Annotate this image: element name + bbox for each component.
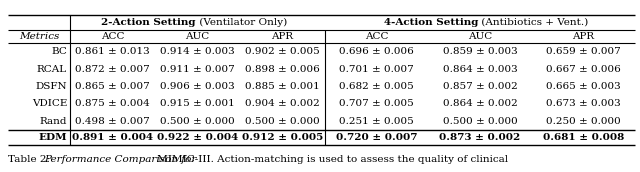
Text: 0.681 ± 0.008: 0.681 ± 0.008 [543,133,624,142]
Text: 0.500 ± 0.000: 0.500 ± 0.000 [245,117,320,126]
Text: 0.701 ± 0.007: 0.701 ± 0.007 [339,65,414,74]
Text: 0.911 ± 0.007: 0.911 ± 0.007 [160,65,235,74]
Text: ACC: ACC [100,32,124,41]
Text: 0.915 ± 0.001: 0.915 ± 0.001 [160,99,235,108]
Text: ACC: ACC [365,32,388,41]
Text: BC: BC [51,47,67,56]
Text: 0.864 ± 0.003: 0.864 ± 0.003 [443,65,517,74]
Text: 0.902 ± 0.005: 0.902 ± 0.005 [245,47,320,56]
Text: 0.667 ± 0.006: 0.667 ± 0.006 [546,65,621,74]
Text: 0.914 ± 0.003: 0.914 ± 0.003 [160,47,235,56]
Text: 0.875 ± 0.004: 0.875 ± 0.004 [75,99,150,108]
Text: VDICE: VDICE [31,99,67,108]
Text: 0.885 ± 0.001: 0.885 ± 0.001 [245,82,320,91]
Text: EDM: EDM [38,133,67,142]
Text: 0.682 ± 0.005: 0.682 ± 0.005 [339,82,414,91]
Text: 0.696 ± 0.006: 0.696 ± 0.006 [339,47,414,56]
Text: MIMIC-III. Action-matching is used to assess the quality of clinical: MIMIC-III. Action-matching is used to as… [154,155,508,164]
Text: 0.251 ± 0.005: 0.251 ± 0.005 [339,117,414,126]
Text: 0.720 ± 0.007: 0.720 ± 0.007 [336,133,417,142]
Text: Table 2:: Table 2: [8,155,53,164]
Text: 0.872 ± 0.007: 0.872 ± 0.007 [75,65,150,74]
Text: Rand: Rand [40,117,67,126]
Text: 0.673 ± 0.003: 0.673 ± 0.003 [546,99,621,108]
Text: 0.922 ± 0.004: 0.922 ± 0.004 [157,133,238,142]
Text: RCAL: RCAL [37,65,67,74]
Text: Performance Comparison for: Performance Comparison for [44,155,196,164]
Text: 0.859 ± 0.003: 0.859 ± 0.003 [443,47,517,56]
Text: 0.906 ± 0.003: 0.906 ± 0.003 [160,82,235,91]
Text: 0.500 ± 0.000: 0.500 ± 0.000 [443,117,517,126]
Text: 0.250 ± 0.000: 0.250 ± 0.000 [546,117,621,126]
Text: 0.857 ± 0.002: 0.857 ± 0.002 [443,82,517,91]
Text: 0.904 ± 0.002: 0.904 ± 0.002 [245,99,320,108]
Text: 0.865 ± 0.007: 0.865 ± 0.007 [75,82,150,91]
Text: DSFN: DSFN [35,82,67,91]
Text: Metrics: Metrics [19,32,59,41]
Text: APR: APR [271,32,294,41]
Text: 0.500 ± 0.000: 0.500 ± 0.000 [160,117,235,126]
Text: 0.707 ± 0.005: 0.707 ± 0.005 [339,99,414,108]
Text: 0.861 ± 0.013: 0.861 ± 0.013 [75,47,150,56]
Text: 0.873 ± 0.002: 0.873 ± 0.002 [440,133,520,142]
Text: 0.665 ± 0.003: 0.665 ± 0.003 [546,82,621,91]
Text: AUC: AUC [468,32,492,41]
Text: 0.891 ± 0.004: 0.891 ± 0.004 [72,133,153,142]
Text: 0.898 ± 0.006: 0.898 ± 0.006 [245,65,320,74]
Text: 2-Action Setting: 2-Action Setting [101,18,195,27]
Text: 0.912 ± 0.005: 0.912 ± 0.005 [242,133,323,142]
Text: 0.864 ± 0.002: 0.864 ± 0.002 [443,99,517,108]
Text: 0.498 ± 0.007: 0.498 ± 0.007 [75,117,150,126]
Text: 4-Action Setting: 4-Action Setting [383,18,478,27]
Text: APR: APR [572,32,595,41]
Text: 0.659 ± 0.007: 0.659 ± 0.007 [546,47,621,56]
Text: AUC: AUC [186,32,210,41]
Text: (Ventilator Only): (Ventilator Only) [195,18,287,27]
Text: (Antibiotics + Vent.): (Antibiotics + Vent.) [478,18,588,27]
